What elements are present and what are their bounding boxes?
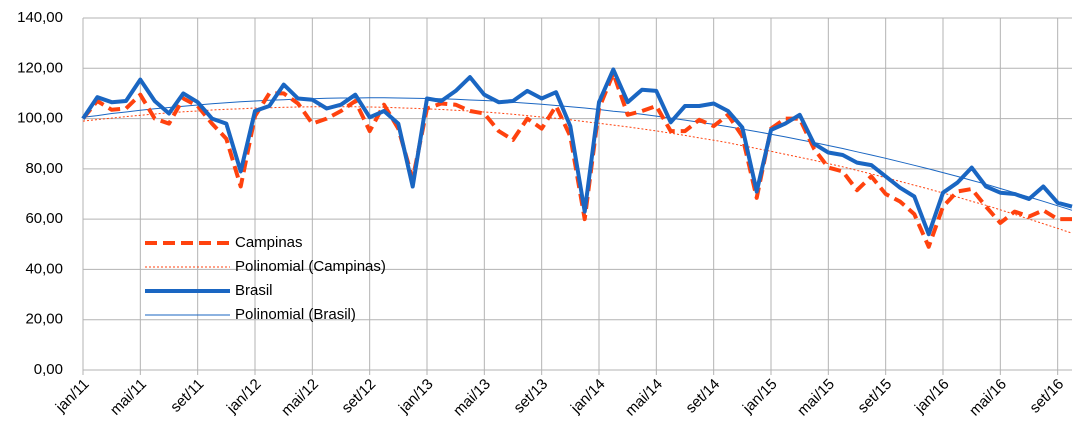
x-tick-label: mai/11 [107,376,150,419]
x-tick-label: set/13 [510,376,551,417]
legend-label: Polinomial (Brasil) [235,306,356,323]
x-tick-label: set/16 [1026,376,1067,417]
x-tick-label: jan/15 [739,376,781,418]
x-tick-label: mai/14 [622,376,666,420]
y-tick-label: 0,00 [34,361,63,378]
x-tick-label: mai/16 [966,376,1010,420]
y-tick-label: 60,00 [25,210,63,227]
x-tick-label: mai/12 [278,376,322,420]
legend-label: Campinas [235,234,303,251]
legend-label: Polinomial (Campinas) [235,258,386,275]
y-tick-label: 140,00 [17,9,63,26]
x-tick-label: set/15 [854,376,895,417]
x-tick-label: set/14 [682,376,723,417]
x-tick-label: jan/16 [911,376,953,418]
x-tick-label: mai/15 [794,376,838,420]
x-tick-label: jan/12 [223,376,265,418]
legend-label: Brasil [235,282,273,299]
series-line [82,106,1073,234]
y-tick-label: 40,00 [25,260,63,277]
series-line [81,67,1073,237]
x-tick-label: set/12 [338,376,379,417]
series-line [82,97,1073,211]
x-tick-label: set/11 [167,376,207,416]
y-tick-label: 100,00 [17,110,63,127]
x-tick-label: jan/14 [567,376,609,418]
y-tick-label: 80,00 [25,160,63,177]
x-tick-label: mai/13 [450,376,494,420]
x-tick-label: jan/11 [52,376,93,417]
x-tick-label: jan/13 [395,376,437,418]
y-tick-label: 20,00 [25,311,63,328]
y-tick-label: 120,00 [17,59,63,76]
